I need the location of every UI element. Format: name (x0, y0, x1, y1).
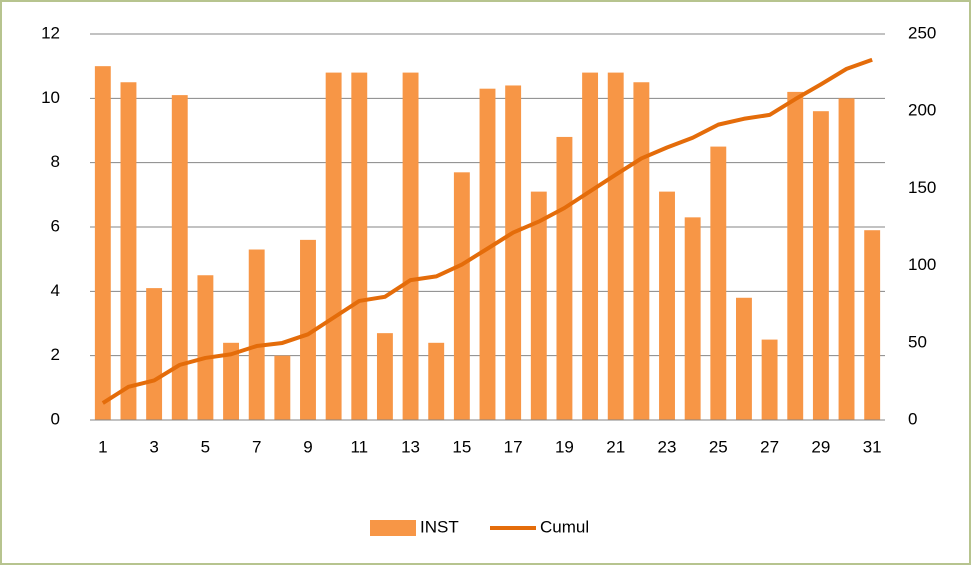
bar (94, 66, 111, 421)
bar (812, 111, 829, 420)
bar (582, 72, 599, 420)
y2-tick-label: 0 (908, 409, 917, 428)
y-tick-label: 6 (51, 216, 60, 235)
x-tick-label: 21 (606, 437, 625, 456)
x-tick-label: 9 (303, 437, 312, 456)
x-tick-label: 17 (504, 437, 523, 456)
x-tick-label: 31 (863, 437, 882, 456)
legend-swatch (370, 520, 416, 536)
bar (761, 339, 778, 420)
bar (248, 249, 265, 420)
bar (684, 217, 701, 420)
y-tick-label: 4 (51, 281, 60, 300)
bar (402, 72, 419, 420)
y-tick-label: 12 (41, 23, 60, 42)
bar (223, 342, 239, 420)
bar (479, 88, 496, 420)
bar (171, 95, 188, 420)
bar (659, 191, 675, 420)
y2-tick-label: 150 (908, 178, 936, 197)
legend-label: INST (420, 517, 459, 536)
bar (120, 82, 137, 420)
legend-label: Cumul (540, 517, 589, 536)
bar (838, 98, 855, 420)
bar (607, 72, 624, 420)
x-tick-label: 5 (201, 437, 210, 456)
x-tick-label: 13 (401, 437, 420, 456)
bar (351, 72, 368, 420)
x-tick-label: 29 (811, 437, 830, 456)
line (101, 57, 873, 405)
y2-tick-label: 50 (908, 332, 927, 351)
y-tick-label: 10 (41, 88, 60, 107)
bar (146, 288, 163, 420)
x-tick-label: 15 (452, 437, 471, 456)
x-tick-label: 23 (658, 437, 677, 456)
y2-tick-label: 250 (908, 23, 936, 42)
bar (325, 72, 342, 420)
bar (736, 297, 752, 420)
y-tick-label: 0 (51, 409, 60, 428)
y2-tick-label: 100 (908, 255, 936, 274)
bar (300, 239, 316, 420)
bar (274, 355, 291, 420)
x-tick-label: 11 (350, 437, 368, 456)
x-tick-label: 3 (149, 437, 158, 456)
y-tick-label: 2 (51, 345, 60, 364)
x-tick-label: 25 (709, 437, 728, 456)
bar (710, 146, 727, 421)
bar (864, 230, 881, 420)
y-tick-label: 8 (51, 152, 60, 171)
y2-tick-label: 200 (908, 101, 936, 120)
x-tick-label: 1 (98, 437, 107, 456)
x-tick-label: 19 (555, 437, 574, 456)
bar (633, 82, 650, 420)
bar (428, 342, 445, 420)
bar (376, 333, 393, 420)
bar (505, 85, 522, 420)
x-tick-label: 7 (252, 437, 261, 456)
bar (197, 275, 214, 420)
x-tick-label: 27 (760, 437, 779, 456)
bar (787, 91, 804, 421)
bar (556, 136, 573, 420)
bar (530, 191, 547, 420)
bar (453, 172, 470, 420)
